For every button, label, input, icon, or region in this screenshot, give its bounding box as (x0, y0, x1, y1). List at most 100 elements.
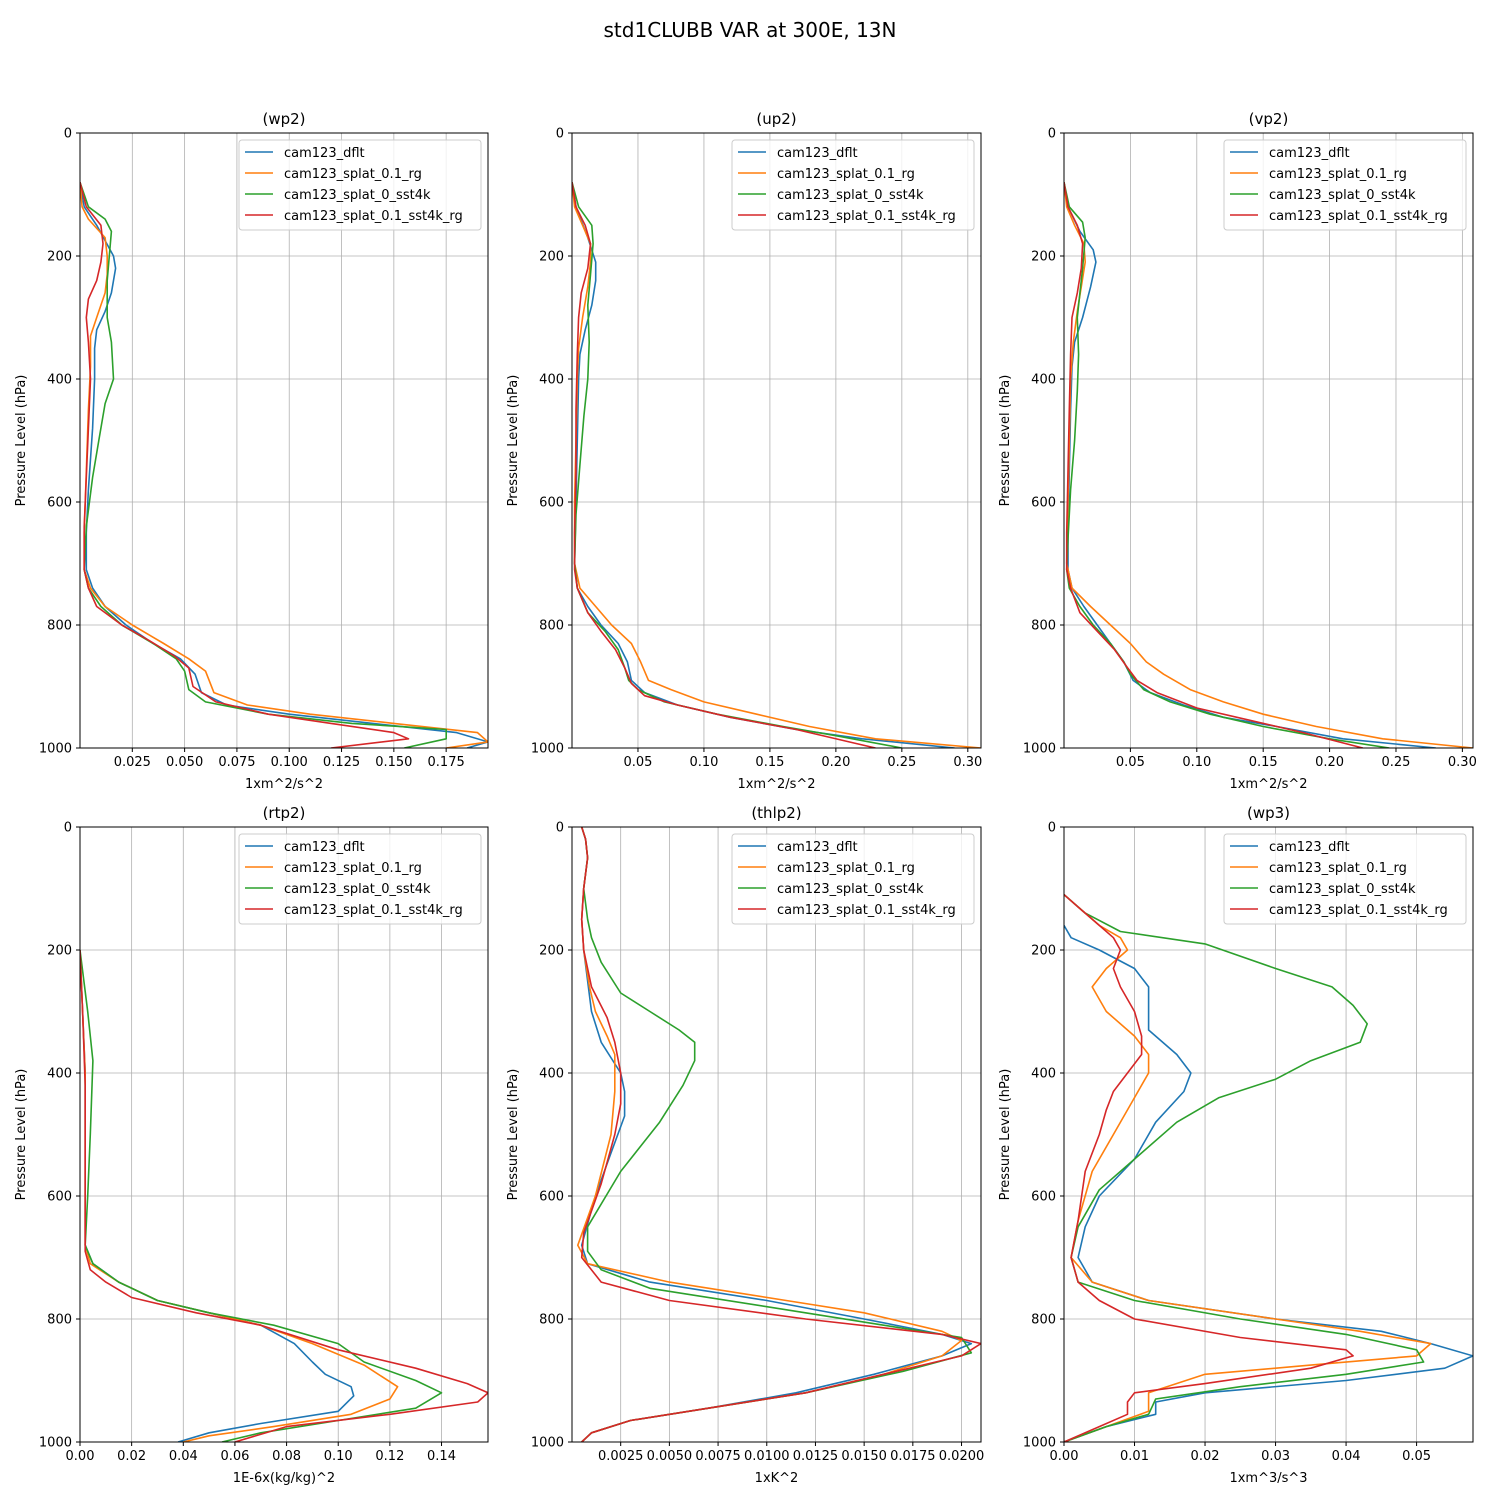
x-tick-label: 0.12 (375, 1449, 404, 1464)
legend: cam123_dflt cam123_splat_0.1_rg cam123_spl… (1223, 139, 1467, 231)
series-line-cam123_splat_0_sst4k (1064, 182, 1390, 748)
series-line-cam123_splat_0.1_sst4k_rg (1064, 893, 1354, 1442)
series-line-cam123_splat_0.1_sst4k_rg (572, 182, 876, 748)
legend-label: cam123_splat_0.1_sst4k_rg (777, 209, 956, 224)
series-line-cam123_splat_0.1_sst4k_rg (80, 182, 410, 748)
y-tick-label: 1000 (39, 742, 72, 757)
legend-box (238, 139, 482, 231)
series-line-cam123_dflt (572, 182, 955, 748)
legend-label: cam123_splat_0_sst4k (1269, 188, 1416, 203)
series-group (576, 827, 981, 1442)
subplot-title: (rtp2) (263, 804, 306, 822)
y-tick-label: 0 (556, 821, 564, 836)
series-line-cam123_dflt (1064, 182, 1436, 748)
axes-frame (571, 132, 982, 749)
y-axis-label: Pressure Level (hPa) (506, 1069, 521, 1201)
legend-label: cam123_splat_0.1_rg (777, 167, 915, 182)
x-tick-label: 0.0025 (598, 1449, 644, 1464)
subplot-title: (wp2) (262, 110, 305, 128)
x-tick-label: 0.05 (1116, 755, 1145, 770)
y-tick-label: 400 (539, 373, 564, 388)
x-axis-label: 1xK^2 (755, 1471, 799, 1486)
y-tick-label: 600 (539, 496, 564, 511)
legend-label: cam123_splat_0.1_sst4k_rg (777, 903, 956, 918)
legend-label: cam123_splat_0.1_rg (1269, 861, 1407, 876)
x-tick-label: 0.02 (1191, 1449, 1220, 1464)
y-tick-label: 600 (47, 496, 72, 511)
series-line-cam123_splat_0_sst4k (580, 827, 973, 1442)
y-tick-label: 400 (1031, 373, 1056, 388)
legend-box (1223, 833, 1467, 925)
legend-box (238, 833, 482, 925)
y-tick-label: 200 (47, 250, 72, 265)
x-axis-label: 1xm^2/s^2 (245, 777, 323, 792)
x-tick-label: 0.125 (323, 755, 360, 770)
x-tick-label: 0.0050 (647, 1449, 693, 1464)
y-tick-label: 1000 (1023, 1436, 1056, 1451)
legend-label: cam123_splat_0_sst4k (777, 188, 924, 203)
legend-label: cam123_splat_0.1_rg (284, 167, 422, 182)
subplot-wp2: 0.025 0.050 0.075 0.100 0.125 0.150 0.175 0 200 4… (14, 110, 489, 792)
series-line-cam123_splat_0_sst4k (80, 181, 448, 748)
x-tick-label: 0.0200 (939, 1449, 985, 1464)
legend-label: cam123_dflt (777, 146, 858, 161)
series-line-cam123_splat_0.1_sst4k_rg (580, 827, 981, 1442)
legend-box (731, 833, 975, 925)
series-group (80, 181, 488, 748)
x-tick-label: 0.075 (218, 755, 255, 770)
x-tick-label: 0.0100 (744, 1449, 790, 1464)
y-tick-label: 1000 (531, 1436, 564, 1451)
y-tick-label: 200 (47, 944, 72, 959)
x-tick-label: 0.0150 (841, 1449, 887, 1464)
y-tick-label: 200 (539, 250, 564, 265)
x-tick-label: 0.03 (1261, 1449, 1290, 1464)
x-tick-label: 0.10 (689, 755, 718, 770)
y-tick-label: 800 (1031, 1313, 1056, 1328)
y-tick-label: 0 (64, 821, 72, 836)
x-tick-label: 0.20 (821, 755, 850, 770)
subplot-title: (thlp2) (751, 804, 801, 822)
y-tick-label: 600 (1031, 496, 1056, 511)
y-tick-label: 1000 (531, 742, 564, 757)
y-tick-label: 1000 (1023, 742, 1056, 757)
subplot-title: (vp2) (1249, 110, 1289, 128)
x-tick-label: 0.05 (623, 755, 652, 770)
legend: cam123_dflt cam123_splat_0.1_rg cam123_spl… (1223, 833, 1467, 925)
legend-label: cam123_splat_0_sst4k (284, 188, 431, 203)
x-tick-label: 0.06 (220, 1449, 249, 1464)
y-tick-label: 800 (1031, 619, 1056, 634)
y-tick-label: 0 (1048, 127, 1056, 142)
legend-label: cam123_splat_0.1_rg (284, 861, 422, 876)
y-tick-label: 600 (539, 1190, 564, 1205)
axes-frame (1063, 132, 1474, 749)
x-tick-label: 0.00 (1050, 1449, 1079, 1464)
y-tick-label: 200 (1031, 250, 1056, 265)
y-tick-label: 800 (539, 619, 564, 634)
series-line-cam123_dflt (1064, 925, 1473, 1442)
y-axis-label: Pressure Level (hPa) (998, 1069, 1013, 1201)
y-tick-label: 1000 (39, 1436, 72, 1451)
series-line-cam123_dflt (80, 182, 488, 748)
x-tick-label: 0.0175 (890, 1449, 936, 1464)
legend-label: cam123_dflt (1269, 840, 1350, 855)
y-tick-label: 400 (539, 1067, 564, 1082)
x-tick-label: 0.15 (755, 755, 784, 770)
x-tick-label: 0.0125 (793, 1449, 839, 1464)
y-tick-label: 200 (539, 944, 564, 959)
legend: cam123_dflt cam123_splat_0.1_rg cam123_spl… (238, 833, 482, 925)
x-tick-label: 0.050 (166, 755, 203, 770)
legend-label: cam123_splat_0_sst4k (777, 882, 924, 897)
y-tick-label: 0 (64, 127, 72, 142)
x-axis-label: 1xm^2/s^2 (737, 777, 815, 792)
legend-label: cam123_splat_0.1_rg (777, 861, 915, 876)
legend-label: cam123_splat_0.1_sst4k_rg (1269, 903, 1448, 918)
subplot-wp3: 0.00 0.01 0.02 0.03 0.04 0.05 0 200 400 600 800 100… (998, 804, 1474, 1486)
subplot-rtp2: 0.00 0.02 0.04 0.06 0.08 0.10 0.12 0.14 0 200 400 6… (14, 804, 489, 1486)
legend-label: cam123_splat_0_sst4k (1269, 882, 1416, 897)
x-tick-label: 0.025 (114, 755, 151, 770)
axes-frame (1063, 826, 1474, 1443)
x-tick-label: 0.15 (1249, 755, 1278, 770)
legend-label: cam123_splat_0.1_rg (1269, 167, 1407, 182)
x-tick-label: 0.175 (428, 755, 465, 770)
x-tick-label: 0.10 (1182, 755, 1211, 770)
